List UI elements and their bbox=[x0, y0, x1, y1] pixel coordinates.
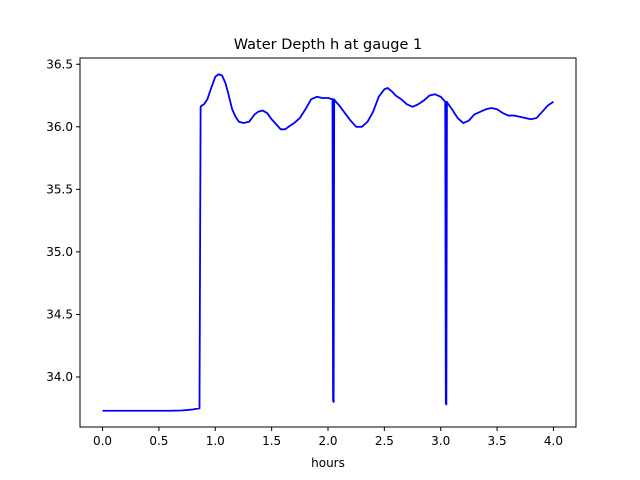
y-tick-label: 34.5 bbox=[46, 307, 73, 321]
chart-title: Water Depth h at gauge 1 bbox=[234, 37, 422, 53]
y-tick-label: 36.0 bbox=[46, 120, 73, 134]
x-tick-label: 2.5 bbox=[375, 434, 394, 448]
x-tick-label: 4.0 bbox=[544, 434, 563, 448]
y-tick-label: 36.5 bbox=[46, 57, 73, 71]
plot-frame bbox=[79, 57, 577, 428]
x-tick-label: 3.0 bbox=[431, 434, 450, 448]
x-tick-label: 1.5 bbox=[262, 434, 281, 448]
y-tick-label: 35.0 bbox=[46, 245, 73, 259]
series-layer bbox=[102, 73, 554, 412]
x-axis-ticks: 0.0 0.5 1.0 1.5 2.0 2.5 3.0 3.5 4.0 bbox=[93, 427, 563, 448]
plot-area bbox=[80, 58, 576, 427]
series-line bbox=[102, 73, 554, 412]
x-tick-label: 1.0 bbox=[206, 434, 225, 448]
x-tick-label: 3.5 bbox=[488, 434, 507, 448]
y-tick-label: 34.0 bbox=[46, 370, 73, 384]
x-axis-label: hours bbox=[311, 456, 345, 470]
x-tick-label: 2.0 bbox=[318, 434, 337, 448]
y-axis-ticks: 34.0 34.5 35.0 35.5 36.0 36.5 bbox=[46, 57, 80, 384]
x-tick-label: 0.0 bbox=[93, 434, 112, 448]
x-tick-label: 0.5 bbox=[149, 434, 168, 448]
y-tick-label: 35.5 bbox=[46, 182, 73, 196]
